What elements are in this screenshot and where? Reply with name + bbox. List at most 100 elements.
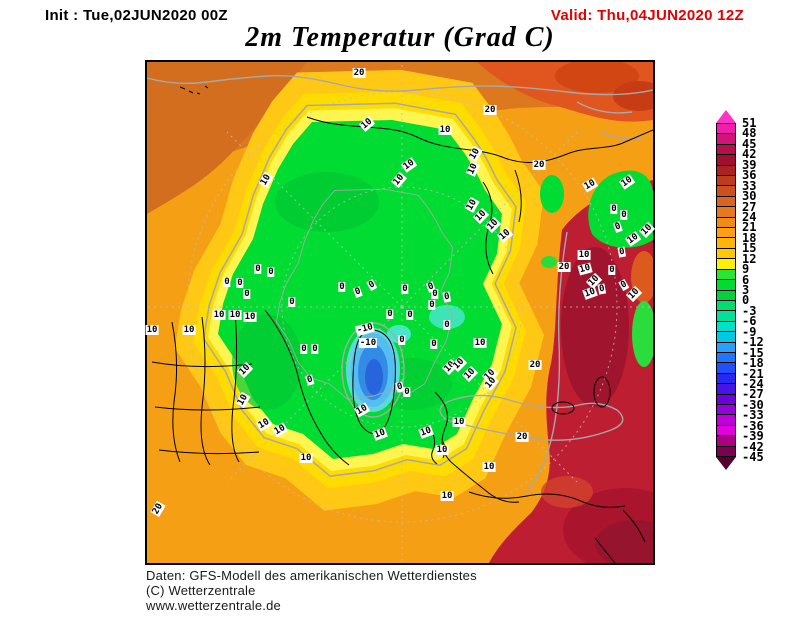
colorbar-tick-label: 51 [742,116,757,130]
contour-label: 0 [352,286,364,298]
colorbar-tick-label: -6 [742,314,757,329]
contour-label: 10 [418,425,434,439]
contour-label: 10 [182,325,196,335]
contour-label: 0 [597,283,607,295]
colorbar-tick-label: 42 [742,147,757,162]
graticule [147,62,653,563]
footer-copyright: (C) Wetterzentrale [146,583,256,598]
map-canvas: 20 20 20 20 20 20 20 10 10 10 10 10 10 10 10 10 10 10 10 10… [145,60,656,565]
contour-label: 10 [372,427,388,441]
contour-label: 10 [464,196,480,214]
contour-label: 10 [452,417,466,427]
colorbar-segment [717,321,735,333]
contour-label: 0 [288,297,296,307]
colorbar-segment [717,404,735,416]
contour-label: 10 [496,227,514,243]
contour-label: 10 [391,171,407,189]
colorbar-segment [717,269,735,281]
contour-label: 20 [483,105,497,115]
contour-label: 10 [484,216,502,234]
contour-label: 10 [577,262,593,276]
colorbar-tick-label: -36 [742,418,764,433]
colorbar-tick-label: 3 [742,283,750,297]
contour-label: 0 [386,309,394,319]
contour-label: 10 [358,116,376,132]
valid-value: Thu,04JUN2020 12Z [597,7,744,24]
init-value: Tue,02JUN2020 00Z [82,7,228,24]
colorbar-segment [717,217,735,229]
contour-label: 0 [267,267,275,277]
contour-label: 10 [145,325,159,335]
contour-label: 0 [243,289,251,299]
colorbar-tick-label: 12 [742,251,757,266]
init-label: Init : [45,7,83,24]
colorbar-tick-label: 39 [742,157,757,172]
contour-label: 10 [625,285,643,303]
colorbar-tick-label: 21 [742,220,757,235]
colorbar-tick-label: 9 [742,262,750,277]
contour-label: 0 [406,310,414,320]
contour-label: 10 [228,310,242,320]
contour-label: 0 [620,210,628,220]
valid-time: Valid: Thu,04JUN2020 12Z [551,7,744,24]
colorbar-scale [716,123,736,457]
contour-label: 0 [401,284,409,294]
contour-label: 0 [442,291,452,303]
colorbar-arrow-down [716,457,736,470]
colorbar-segment [717,394,735,405]
colorbar-segment [717,363,735,374]
colorbar-tick-label: 30 [742,189,757,204]
colorbar-segment [717,280,735,291]
colorbar-segment [717,207,735,218]
contour-label: 0 [223,277,231,287]
contour-label: 10 [618,174,636,190]
colorbar-tick-label: -27 [742,387,764,402]
colorbar-legend: 51 48 45 42 39 36 33 30 27 24 21 18 15 12 9 6 3 0 -3 -6 -9 -1… [716,110,796,510]
colorbar-segment [717,436,735,447]
colorbar-tick-label: 45 [742,136,757,151]
colorbar-tick-label: 18 [742,230,757,245]
contour-label: 0 [608,265,616,275]
contour-label: 10 [473,338,487,348]
colorbar-segment [717,155,735,166]
contour-label: 0 [338,282,346,292]
contour-label: 10 [353,402,371,418]
colorbar-tick-label: 24 [742,209,757,224]
contour-label: 10 [438,125,452,135]
colorbar-tick-label: -33 [742,408,764,423]
contour-label: 20 [150,500,166,518]
colorbar-tick-label: -30 [742,397,764,412]
contour-label: 10 [435,445,449,455]
colorbar-tick-label: -24 [742,376,764,391]
contour-label: 0 [398,335,406,345]
contour-label: 0 [305,374,315,386]
contour-label: 10 [482,462,496,472]
contour-label: 10 [467,145,483,163]
colorbar-tick-label: -45 [742,450,764,464]
contour-label: 10 [299,453,313,463]
contour-label: 0 [610,204,618,214]
contour-label: 0 [612,221,624,233]
contour-label: 10 [255,416,273,432]
colorbar-segment [717,290,735,301]
contour-label: 0 [300,344,308,354]
map-labels: 20 20 20 20 20 20 20 10 10 10 10 10 10 10 10 10 10 10 10 10… [145,62,656,563]
contour-label: 0 [443,320,451,330]
colorbar-segment [717,165,735,177]
colorbar-tick-label: 0 [742,293,750,308]
colorbar-segment [717,238,735,249]
contour-label: 0 [428,300,436,310]
contour-label: 10 [258,171,274,189]
temperature-map-svg [147,62,653,563]
colorbar-segment [717,134,735,145]
init-time: Init : Tue,02JUN2020 00Z [45,7,228,24]
valid-label: Valid: [550,7,598,24]
colorbar-segment [717,176,735,187]
contour-label: 0 [430,339,438,349]
colorbar-arrow-up [716,110,736,123]
contour-label: 10 [400,157,418,173]
contour-label: 10 [624,231,642,247]
colorbar-tick-label: -39 [742,429,764,444]
colorbar-segment [717,384,735,395]
colorbar-tick-label: -18 [742,356,764,371]
